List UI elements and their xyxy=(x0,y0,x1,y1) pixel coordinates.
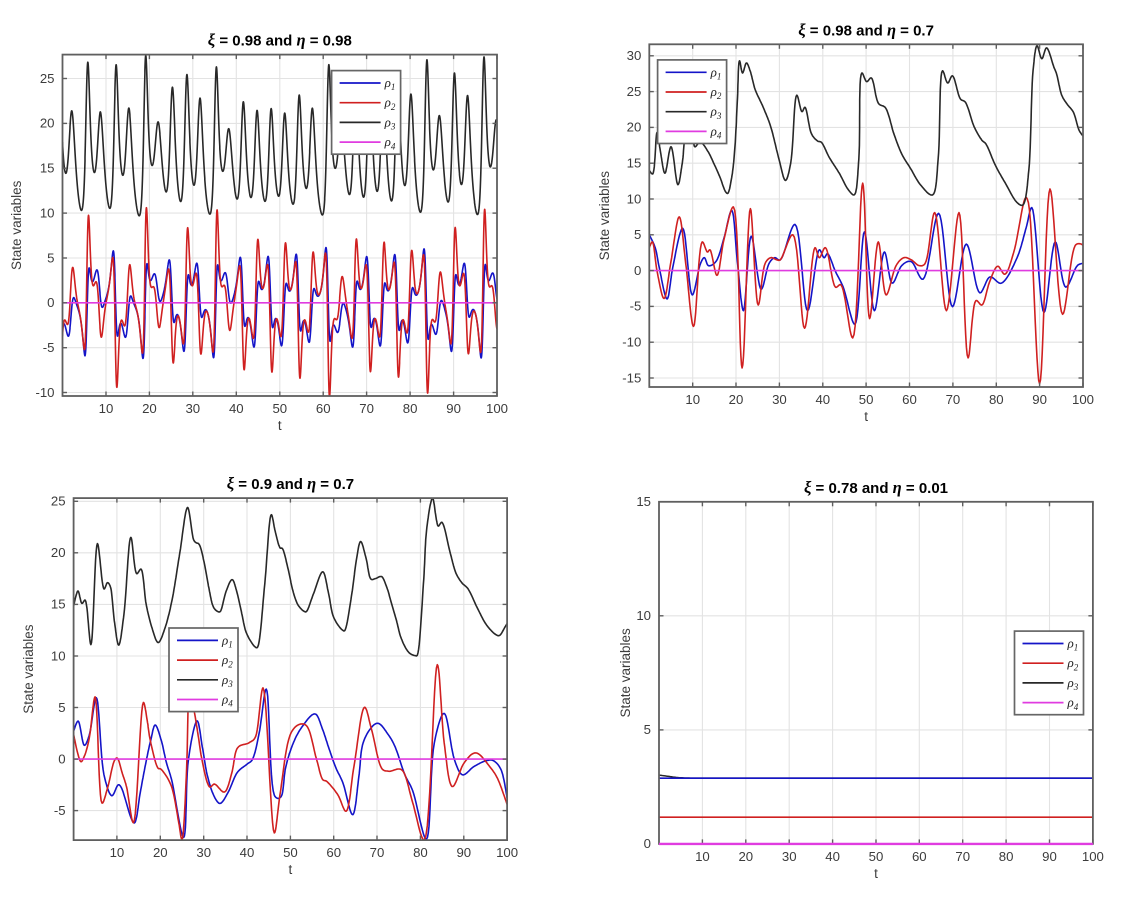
svg-text:15: 15 xyxy=(636,494,651,509)
svg-text:10: 10 xyxy=(110,845,125,860)
svg-text:State variables: State variables xyxy=(618,628,633,718)
svg-text:60: 60 xyxy=(326,845,341,860)
svg-text:10: 10 xyxy=(40,205,55,220)
svg-text:5: 5 xyxy=(47,250,54,265)
svg-text:90: 90 xyxy=(1032,392,1047,407)
svg-text:50: 50 xyxy=(869,849,884,864)
svg-text:60: 60 xyxy=(316,401,331,416)
svg-text:25: 25 xyxy=(627,84,642,99)
svg-text:80: 80 xyxy=(403,401,418,416)
svg-text:5: 5 xyxy=(644,722,651,737)
svg-text:ξ = 0.9 and η = 0.7: ξ = 0.9 and η = 0.7 xyxy=(227,474,354,493)
svg-text:ρ1: ρ1 xyxy=(1067,636,1079,653)
svg-text:20: 20 xyxy=(40,116,55,131)
svg-text:State variables: State variables xyxy=(21,624,36,714)
svg-text:10: 10 xyxy=(627,191,642,206)
svg-text:100: 100 xyxy=(1082,849,1104,864)
svg-text:60: 60 xyxy=(902,392,917,407)
svg-text:100: 100 xyxy=(1072,392,1094,407)
svg-text:90: 90 xyxy=(456,845,471,860)
svg-text:20: 20 xyxy=(142,401,157,416)
svg-text:15: 15 xyxy=(40,161,55,176)
svg-text:20: 20 xyxy=(153,845,168,860)
svg-text:0: 0 xyxy=(58,751,65,766)
svg-text:40: 40 xyxy=(229,401,244,416)
svg-text:40: 40 xyxy=(815,392,830,407)
svg-text:50: 50 xyxy=(859,392,874,407)
svg-text:20: 20 xyxy=(729,392,744,407)
svg-text:30: 30 xyxy=(782,849,797,864)
svg-text:40: 40 xyxy=(825,849,840,864)
svg-text:t: t xyxy=(874,866,878,881)
svg-text:20: 20 xyxy=(627,120,642,135)
svg-text:30: 30 xyxy=(772,392,787,407)
svg-text:10: 10 xyxy=(685,392,700,407)
svg-text:-5: -5 xyxy=(630,299,642,314)
svg-text:50: 50 xyxy=(283,845,298,860)
svg-text:80: 80 xyxy=(989,392,1004,407)
svg-text:0: 0 xyxy=(634,263,641,278)
svg-text:0: 0 xyxy=(47,295,54,310)
svg-text:t: t xyxy=(278,418,282,433)
svg-text:ξ = 0.98 and η = 0.98: ξ = 0.98 and η = 0.98 xyxy=(208,31,352,50)
svg-text:10: 10 xyxy=(636,608,651,623)
svg-text:State variables: State variables xyxy=(597,171,612,261)
svg-text:10: 10 xyxy=(51,648,66,663)
svg-text:0: 0 xyxy=(644,836,651,851)
svg-text:25: 25 xyxy=(51,494,66,509)
svg-text:60: 60 xyxy=(912,849,927,864)
svg-text:90: 90 xyxy=(446,401,461,416)
svg-text:ρ1: ρ1 xyxy=(221,632,233,649)
svg-text:20: 20 xyxy=(51,545,66,560)
svg-text:40: 40 xyxy=(240,845,255,860)
svg-text:100: 100 xyxy=(486,401,508,416)
svg-text:25: 25 xyxy=(40,71,55,86)
svg-text:70: 70 xyxy=(370,845,385,860)
svg-text:ρ1: ρ1 xyxy=(384,75,396,92)
svg-text:5: 5 xyxy=(634,227,641,242)
svg-text:30: 30 xyxy=(185,401,200,416)
svg-text:50: 50 xyxy=(272,401,287,416)
svg-text:ξ = 0.78 and η = 0.01: ξ = 0.78 and η = 0.01 xyxy=(804,478,948,497)
svg-text:-10: -10 xyxy=(622,335,641,350)
svg-text:ξ = 0.98 and η = 0.7: ξ = 0.98 and η = 0.7 xyxy=(798,20,934,39)
svg-text:15: 15 xyxy=(51,597,66,612)
svg-text:30: 30 xyxy=(627,48,642,63)
svg-text:10: 10 xyxy=(695,849,710,864)
svg-text:70: 70 xyxy=(359,401,374,416)
svg-text:State variables: State variables xyxy=(9,180,24,270)
svg-text:15: 15 xyxy=(627,156,642,171)
svg-text:90: 90 xyxy=(1042,849,1057,864)
svg-text:t: t xyxy=(289,862,293,877)
svg-text:ρ1: ρ1 xyxy=(710,64,722,81)
svg-text:t: t xyxy=(864,409,868,424)
svg-text:70: 70 xyxy=(946,392,961,407)
svg-text:-15: -15 xyxy=(622,370,641,385)
svg-text:5: 5 xyxy=(58,700,65,715)
svg-text:30: 30 xyxy=(196,845,211,860)
svg-text:80: 80 xyxy=(999,849,1014,864)
svg-text:-10: -10 xyxy=(35,385,54,400)
svg-text:-5: -5 xyxy=(43,340,55,355)
svg-text:100: 100 xyxy=(496,845,518,860)
svg-text:10: 10 xyxy=(99,401,114,416)
svg-text:80: 80 xyxy=(413,845,428,860)
svg-text:20: 20 xyxy=(738,849,753,864)
svg-text:70: 70 xyxy=(955,849,970,864)
svg-text:-5: -5 xyxy=(54,803,66,818)
